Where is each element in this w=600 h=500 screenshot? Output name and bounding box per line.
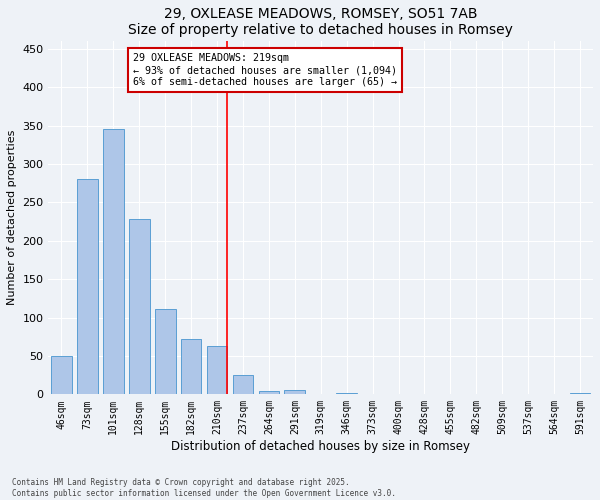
X-axis label: Distribution of detached houses by size in Romsey: Distribution of detached houses by size …	[171, 440, 470, 453]
Bar	[570, 393, 590, 394]
Bar	[337, 393, 357, 394]
Bar	[284, 390, 305, 394]
Bar	[51, 356, 72, 395]
Title: 29, OXLEASE MEADOWS, ROMSEY, SO51 7AB
Size of property relative to detached hous: 29, OXLEASE MEADOWS, ROMSEY, SO51 7AB Si…	[128, 7, 513, 37]
Bar	[77, 180, 98, 394]
Bar	[181, 339, 202, 394]
Bar	[206, 346, 227, 395]
Text: Contains HM Land Registry data © Crown copyright and database right 2025.
Contai: Contains HM Land Registry data © Crown c…	[12, 478, 396, 498]
Bar	[233, 375, 253, 394]
Bar	[259, 390, 279, 394]
Bar	[103, 130, 124, 394]
Bar	[129, 220, 149, 394]
Bar	[155, 309, 176, 394]
Y-axis label: Number of detached properties: Number of detached properties	[7, 130, 17, 306]
Text: 29 OXLEASE MEADOWS: 219sqm
← 93% of detached houses are smaller (1,094)
6% of se: 29 OXLEASE MEADOWS: 219sqm ← 93% of deta…	[133, 54, 397, 86]
